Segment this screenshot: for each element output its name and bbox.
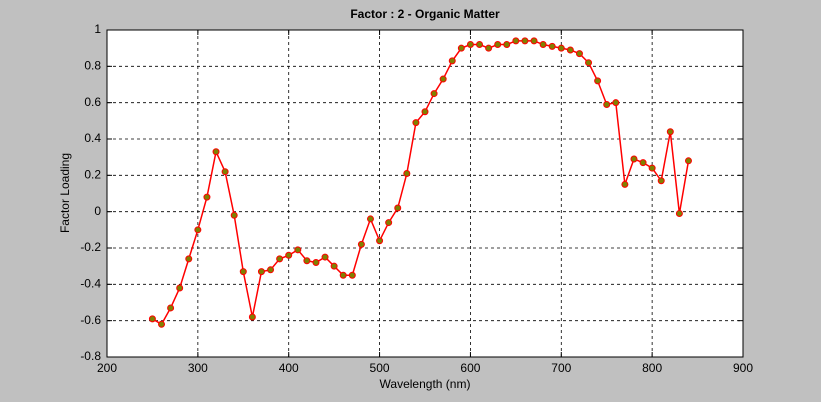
- data-point: [185, 255, 193, 263]
- plot-area: [107, 30, 743, 357]
- data-point: [294, 246, 302, 254]
- data-point: [239, 268, 247, 276]
- y-tick-label: 0.2: [84, 168, 101, 182]
- data-point: [503, 41, 511, 49]
- data-point: [248, 313, 256, 321]
- data-point: [221, 168, 229, 176]
- data-point: [257, 268, 265, 276]
- data-point: [376, 237, 384, 245]
- y-tick-label: 0.6: [84, 95, 101, 109]
- data-point: [512, 37, 520, 45]
- data-point: [212, 148, 220, 156]
- data-point: [394, 204, 402, 212]
- data-point: [439, 75, 447, 83]
- data-point: [639, 159, 647, 167]
- data-point: [566, 46, 574, 54]
- data-point: [357, 240, 365, 248]
- y-tick-label: 0.8: [84, 59, 101, 73]
- x-tick-label: 600: [460, 361, 480, 375]
- data-point: [548, 42, 556, 50]
- data-point: [194, 226, 202, 234]
- data-point: [630, 155, 638, 163]
- y-tick-label: -0.2: [80, 240, 101, 254]
- y-tick-label: -0.6: [80, 313, 101, 327]
- x-tick-label: 300: [188, 361, 208, 375]
- x-tick-label: 800: [642, 361, 662, 375]
- data-point: [348, 271, 356, 279]
- data-point: [485, 44, 493, 52]
- data-point: [494, 41, 502, 49]
- data-point: [385, 219, 393, 227]
- data-point: [267, 266, 275, 274]
- data-point: [612, 99, 620, 107]
- data-point: [466, 41, 474, 49]
- data-point: [430, 90, 438, 98]
- data-point: [684, 157, 692, 165]
- plot-border: [106, 29, 744, 358]
- data-point: [575, 50, 583, 58]
- chart-title: Factor : 2 - Organic Matter: [350, 7, 500, 21]
- data-point: [403, 170, 411, 178]
- data-point: [276, 255, 284, 263]
- data-point: [530, 37, 538, 45]
- data-point: [603, 100, 611, 108]
- data-point: [176, 284, 184, 292]
- y-tick-label: 1: [94, 22, 101, 36]
- data-point: [666, 128, 674, 136]
- data-point: [421, 108, 429, 116]
- data-point: [457, 44, 465, 52]
- x-tick-label: 900: [733, 361, 753, 375]
- data-point: [203, 193, 211, 201]
- data-point: [585, 59, 593, 67]
- y-tick-label: -0.8: [80, 349, 101, 363]
- x-tick-label: 200: [97, 361, 117, 375]
- y-tick-label: -0.4: [80, 277, 101, 291]
- data-point: [285, 251, 293, 259]
- y-tick-label: 0.4: [84, 131, 101, 145]
- data-point: [448, 57, 456, 65]
- data-point: [158, 320, 166, 328]
- data-point: [167, 304, 175, 312]
- data-point: [230, 211, 238, 219]
- x-tick-label: 700: [551, 361, 571, 375]
- data-point: [321, 253, 329, 261]
- data-point: [648, 164, 656, 172]
- data-point: [657, 177, 665, 185]
- data-point: [594, 77, 602, 85]
- data-point: [476, 41, 484, 49]
- data-line: [152, 40, 690, 326]
- y-axis-label: Factor Loading: [58, 153, 72, 233]
- data-point: [557, 44, 565, 52]
- x-tick-label: 500: [370, 361, 390, 375]
- data-point: [675, 209, 683, 217]
- data-point: [621, 180, 629, 188]
- data-point: [339, 271, 347, 279]
- y-tick-label: 0: [94, 204, 101, 218]
- data-point: [330, 262, 338, 270]
- data-point: [366, 215, 374, 223]
- x-axis-label: Wavelength (nm): [380, 377, 471, 391]
- data-point: [412, 119, 420, 127]
- data-point: [312, 259, 320, 267]
- data-point: [539, 41, 547, 49]
- data-point: [521, 37, 529, 45]
- data-point: [303, 257, 311, 265]
- data-point: [148, 315, 156, 323]
- x-tick-label: 400: [279, 361, 299, 375]
